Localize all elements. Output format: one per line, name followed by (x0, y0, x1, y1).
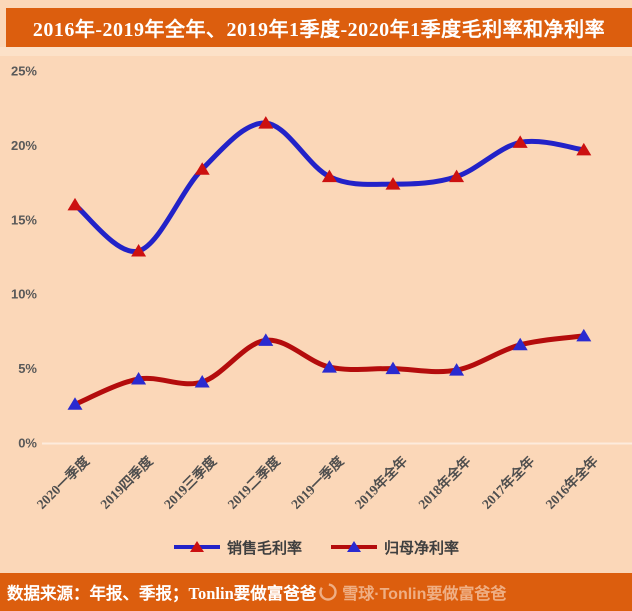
net-margin-data-marker (321, 360, 337, 373)
gross-margin-data-marker (449, 169, 465, 183)
x-axis-category-label: 2019四季度 (97, 452, 156, 511)
net-margin-data-marker (512, 337, 528, 351)
gross-margin-data-marker (576, 142, 592, 156)
gross-margin-data-marker (194, 162, 210, 175)
page-title: 2016年-2019年全年、2019年1季度-2020年1季度毛利率和净利率 (32, 19, 606, 41)
x-axis-category-label: 2019二季度 (224, 452, 283, 511)
y-axis-tick-label: 15% (11, 212, 37, 227)
net-margin-data-marker (385, 361, 401, 375)
legend-item-net-margin: 归母净利率 (330, 537, 459, 558)
net-margin-data-marker (258, 333, 274, 346)
net-margin-data-marker (449, 363, 465, 376)
net-margin-data-marker (67, 397, 83, 410)
watermark: 雪球·Tonlin要做富爸爸 (318, 580, 506, 604)
legend-label-net-margin: 归母净利率 (384, 540, 460, 557)
x-axis-category-label: 2020一季度 (33, 452, 92, 511)
y-axis-tick-label: 0% (18, 436, 37, 451)
y-axis-tick-label: 25% (11, 64, 37, 79)
y-axis-tick-label: 5% (18, 361, 37, 376)
gross-margin-data-marker (258, 116, 274, 129)
gross-margin-line (72, 120, 587, 254)
legend-item-gross-margin: 销售毛利率 (173, 537, 302, 558)
x-axis-category-label: 2019三季度 (160, 452, 219, 511)
xueqiu-logo-icon (319, 583, 337, 601)
banner-underline-strip (0, 47, 632, 56)
legend-label-gross-margin: 销售毛利率 (226, 540, 302, 557)
net-margin-data-marker (194, 374, 210, 388)
net-margin-data-marker (131, 372, 147, 385)
x-axis-category-label: 2017年全年 (478, 452, 537, 511)
gross-margin-data-marker (385, 177, 401, 190)
title-banner: 2016年-2019年全年、2019年1季度-2020年1季度毛利率和净利率 (6, 8, 632, 47)
gross-margin-data-marker (321, 169, 337, 183)
gross-margin-data-marker (131, 244, 147, 257)
x-axis-category-label: 2018年全年 (415, 452, 474, 511)
x-axis-category-label: 2019一季度 (287, 452, 346, 511)
watermark-text: 雪球·Tonlin要做富爸爸 (342, 586, 507, 603)
gross-margin-data-marker (512, 135, 528, 148)
gross-margin-legend-marker-icon (173, 541, 220, 552)
x-axis-category-label: 2019年全年 (351, 452, 410, 511)
y-axis-tick-label: 10% (11, 287, 37, 302)
chart-legend: 销售毛利率 归母净利率 (0, 534, 632, 560)
data-source-text: 数据来源：年报、季报；Tonlin要做富爸爸 (7, 584, 317, 603)
gross-margin-data-marker (67, 197, 83, 211)
net-margin-data-marker (576, 328, 592, 342)
x-axis-category-label: 2016年全年 (542, 452, 601, 511)
footer-bar: 数据来源：年报、季报；Tonlin要做富爸爸 雪球·Tonlin要做富爸爸 (0, 573, 632, 611)
net-margin-legend-marker-icon (331, 541, 377, 552)
y-axis-tick-label: 20% (11, 138, 37, 153)
